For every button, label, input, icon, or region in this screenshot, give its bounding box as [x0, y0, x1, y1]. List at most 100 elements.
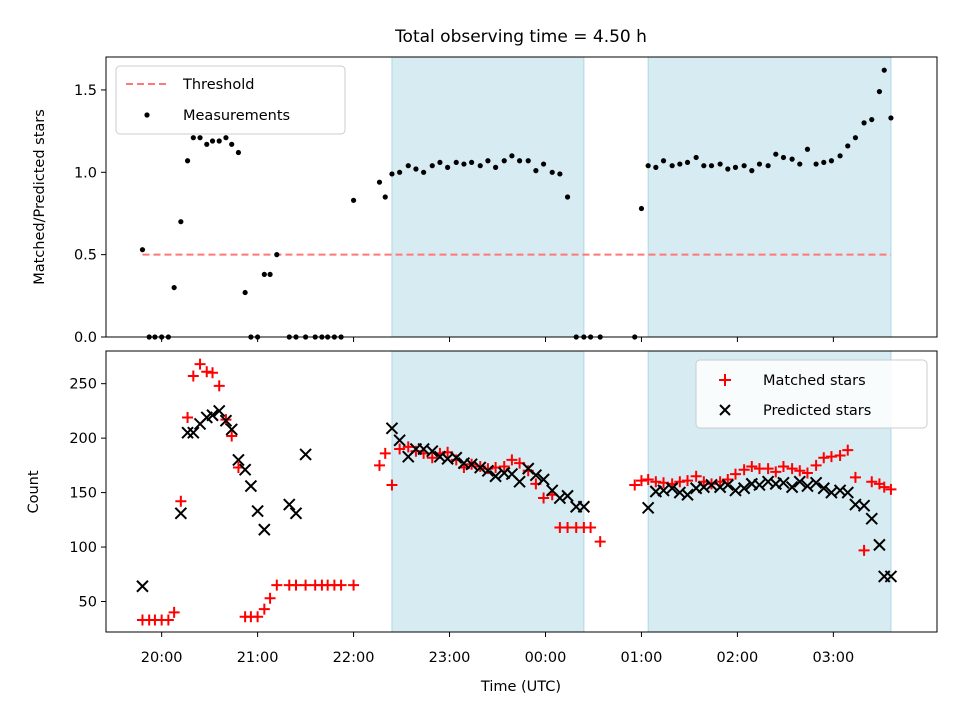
- top-measurements-point: [469, 159, 475, 166]
- top-measurements-point: [708, 163, 715, 169]
- bottom-predicted-stars-point: [537, 473, 550, 486]
- bottom-predicted-stars-point: [785, 480, 799, 494]
- bottom-predicted-stars-point: [258, 523, 271, 536]
- bottom-predicted-stars-point: [697, 480, 711, 494]
- top-measurements-point: [876, 88, 883, 95]
- top-measurements-point: [732, 164, 739, 170]
- bottom-matched-stars-point: [300, 579, 312, 591]
- bottom-predicted-stars-point: [289, 507, 303, 520]
- top-measurements-point: [717, 161, 723, 167]
- top-measurements-point: [888, 115, 894, 121]
- bottom-predicted-stars-point: [219, 414, 233, 427]
- top-y-tick-label: 1.0: [74, 165, 97, 181]
- bottom-matched-stars-point: [498, 460, 510, 472]
- bottom-matched-stars-point: [777, 460, 789, 472]
- bottom-matched-stars-point: [348, 579, 360, 591]
- top-measurements-point: [492, 164, 499, 170]
- bottom-matched-stars-point: [271, 579, 283, 591]
- bottom-matched-stars-point: [258, 603, 270, 615]
- bottom-matched-stars-point: [650, 476, 662, 488]
- bottom-predicted-stars-point: [577, 500, 591, 513]
- top-measurements-point: [429, 163, 435, 169]
- bottom-predicted-stars-point: [553, 491, 567, 505]
- bottom-matched-stars-point: [168, 606, 180, 618]
- bottom-predicted-stars-point: [801, 479, 814, 493]
- bottom-y-tick-label: 100: [69, 540, 97, 556]
- top-measurements-point: [540, 161, 547, 167]
- top-measurements-point: [485, 158, 491, 164]
- bottom-predicted-stars-point: [713, 480, 727, 494]
- bottom-matched-stars-point: [187, 370, 199, 382]
- legend-matched-label: Matched stars: [763, 373, 866, 389]
- bottom-predicted-stars-point: [673, 486, 687, 499]
- bottom-predicted-stars-point: [174, 507, 188, 520]
- bottom-matched-stars-point: [194, 358, 206, 370]
- bottom-predicted-stars-point: [665, 482, 679, 495]
- top-measurements-point: [516, 158, 523, 164]
- bottom-legend-box: [695, 359, 928, 429]
- legend-measurements-label: Measurements: [183, 108, 290, 124]
- top-measurements-point: [828, 158, 835, 164]
- top-measurements-point: [660, 158, 667, 164]
- bottom-predicted-stars-point: [873, 538, 886, 552]
- bottom-matched-stars-point: [207, 367, 219, 379]
- top-measurements-point: [216, 138, 222, 144]
- top-measurements-point: [223, 135, 229, 141]
- bottom-matched-stars-point: [394, 443, 406, 455]
- top-measurements-point: [677, 161, 683, 167]
- top-measurements-point: [845, 143, 851, 149]
- top-measurements-point: [881, 67, 887, 73]
- bottom-matched-stars-point: [635, 475, 647, 487]
- bottom-predicted-stars-point: [529, 468, 543, 482]
- bottom-y-tick-label: 200: [69, 431, 97, 447]
- bottom-predicted-stars-point: [761, 475, 775, 488]
- top-measurements-point: [821, 159, 827, 166]
- x-tick-label: 20:00: [141, 650, 183, 666]
- bottom-predicted-stars-point: [181, 426, 194, 439]
- bottom-predicted-stars-point: [809, 476, 823, 489]
- top-measurements-point: [190, 135, 196, 141]
- bottom-predicted-stars-point: [681, 488, 694, 501]
- bottom-matched-stars-point: [594, 536, 606, 548]
- bottom-matched-stars-point: [770, 466, 782, 478]
- bottom-predicted-stars-point: [187, 426, 200, 439]
- bottom-predicted-stars-point: [244, 479, 258, 493]
- bottom-predicted-stars-point: [283, 498, 296, 511]
- legend-predicted-label: Predicted stars: [763, 403, 871, 419]
- bottom-y-tick-label: 50: [79, 595, 97, 611]
- top-ylabel: Matched/Predicted stars: [32, 109, 48, 285]
- bottom-matched-stars-point: [818, 452, 830, 464]
- top-measurements-point: [533, 168, 539, 174]
- top-measurements-point: [549, 169, 555, 175]
- bottom-ylabel: Count: [26, 470, 42, 513]
- top-y-tick-label: 1.5: [74, 83, 97, 99]
- bottom-matched-stars-point: [226, 430, 238, 442]
- top-legend: Threshold Measurements: [115, 65, 346, 135]
- bottom-matched-stars-point: [801, 467, 813, 479]
- bottom-matched-stars-point: [729, 468, 741, 480]
- x-tick-label: 21:00: [237, 650, 279, 666]
- bottom-predicted-stars-point: [884, 570, 898, 583]
- top-shade-band-0: [391, 56, 585, 338]
- bottom-predicted-stars-point: [238, 463, 252, 476]
- top-measurements-point: [669, 163, 675, 169]
- bottom-predicted-stars-point: [489, 470, 502, 483]
- legend-matched-swatch: [719, 374, 731, 386]
- top-measurements-point: [445, 164, 451, 170]
- bottom-matched-stars-point: [410, 445, 422, 457]
- bottom-matched-stars-point: [842, 444, 854, 456]
- bottom-matched-stars-point: [482, 463, 494, 475]
- bottom-matched-stars-point: [762, 463, 774, 475]
- top-measurements-point: [242, 289, 248, 296]
- bottom-predicted-stars-point: [841, 486, 854, 499]
- bottom-matched-stars-point: [426, 452, 438, 464]
- bottom-predicted-stars-point: [753, 478, 766, 492]
- top-panel-frame: [105, 56, 938, 338]
- bottom-matched-stars-point: [379, 447, 391, 459]
- bottom-y-tick-label: 150: [69, 486, 97, 502]
- top-measurements-point: [139, 247, 146, 253]
- bottom-predicted-stars-point: [225, 423, 238, 436]
- bottom-matched-stars-point: [786, 463, 798, 475]
- top-measurements-point: [477, 163, 483, 169]
- bottom-matched-stars-point: [264, 592, 276, 604]
